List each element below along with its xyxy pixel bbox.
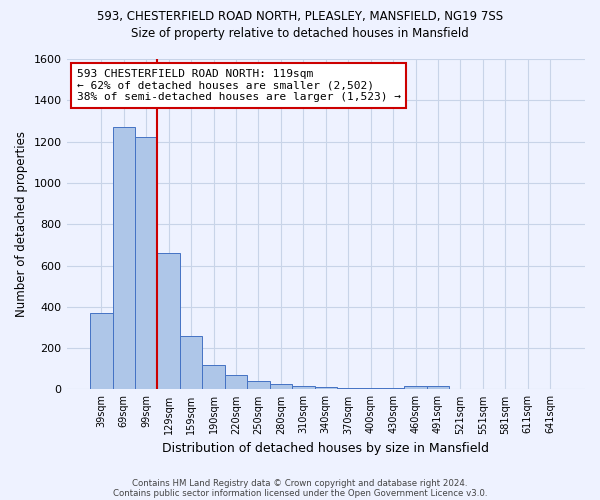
Bar [180,336,202,390]
Bar [314,388,337,390]
Bar [292,386,314,390]
Bar [382,388,404,390]
Y-axis label: Number of detached properties: Number of detached properties [15,131,28,317]
Bar [247,381,269,390]
Bar [427,386,449,390]
X-axis label: Distribution of detached houses by size in Mansfield: Distribution of detached houses by size … [162,442,489,455]
Bar [359,388,382,390]
Bar [269,384,292,390]
Text: 593, CHESTERFIELD ROAD NORTH, PLEASLEY, MANSFIELD, NG19 7SS: 593, CHESTERFIELD ROAD NORTH, PLEASLEY, … [97,10,503,23]
Bar [135,138,157,390]
Text: Contains HM Land Registry data © Crown copyright and database right 2024.: Contains HM Land Registry data © Crown c… [132,478,468,488]
Text: Contains public sector information licensed under the Open Government Licence v3: Contains public sector information licen… [113,490,487,498]
Text: 593 CHESTERFIELD ROAD NORTH: 119sqm
← 62% of detached houses are smaller (2,502): 593 CHESTERFIELD ROAD NORTH: 119sqm ← 62… [77,69,401,102]
Bar [90,313,113,390]
Bar [337,388,359,390]
Bar [202,364,225,390]
Bar [404,386,427,390]
Bar [157,253,180,390]
Text: Size of property relative to detached houses in Mansfield: Size of property relative to detached ho… [131,28,469,40]
Bar [225,375,247,390]
Bar [113,127,135,390]
